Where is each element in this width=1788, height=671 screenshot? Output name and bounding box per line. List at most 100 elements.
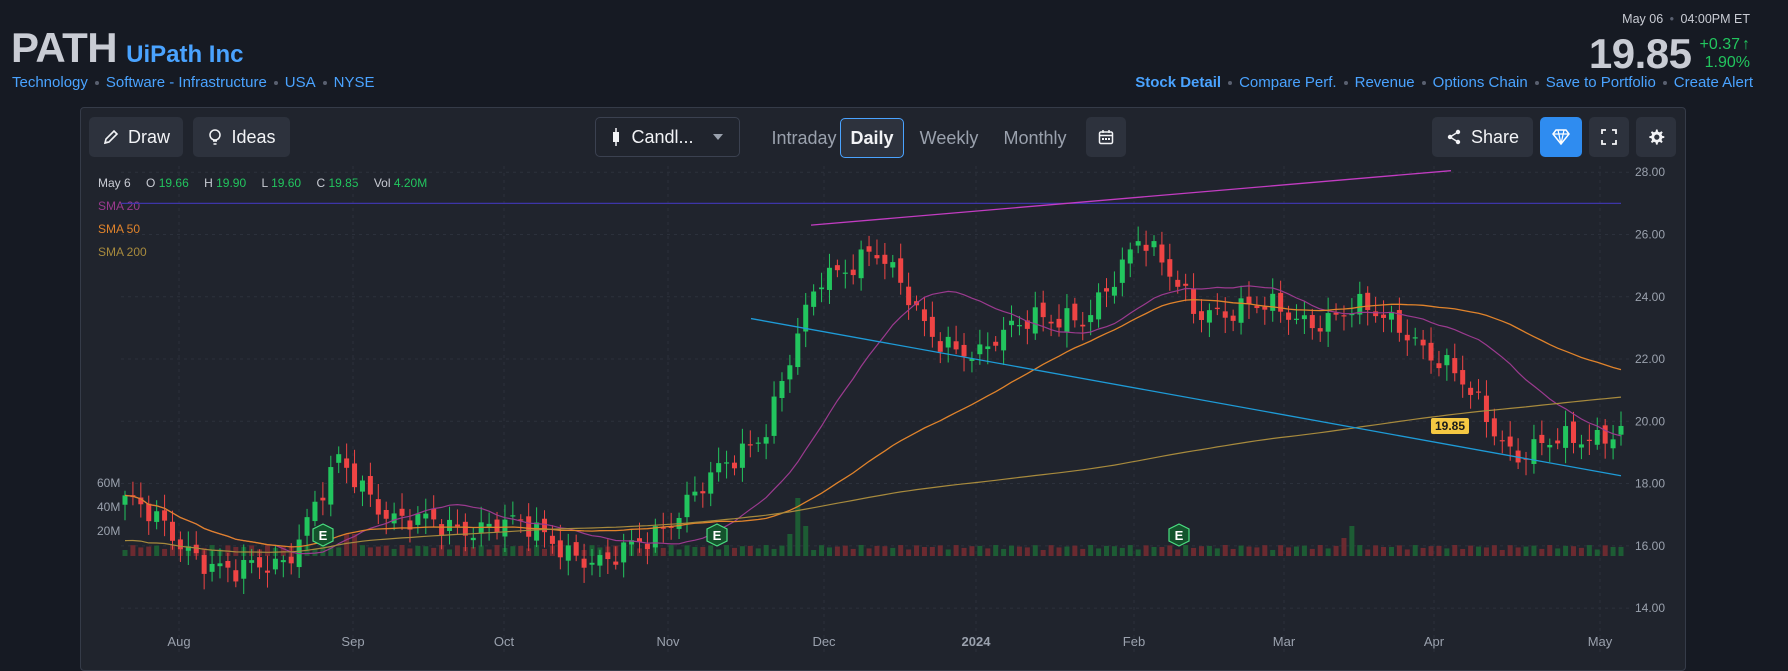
candle-body (929, 316, 935, 337)
candle-body (811, 291, 817, 307)
legend-sma50[interactable]: SMA 50 (98, 222, 141, 236)
volume-bar (264, 545, 270, 556)
period-intraday[interactable]: Intraday (771, 127, 837, 148)
candle-body (280, 560, 286, 563)
candle-body (1262, 306, 1268, 310)
elite-button[interactable] (1540, 117, 1582, 157)
nav-separator (1228, 80, 1233, 85)
candle-body (985, 346, 991, 350)
volume-bar (985, 548, 991, 556)
nav-save-to-portfolio[interactable]: Save to Portfolio (1545, 74, 1656, 91)
volume-bar (1349, 526, 1355, 556)
volume-bar (162, 548, 168, 556)
candle-body (1270, 293, 1276, 311)
settings-button[interactable] (1636, 117, 1676, 157)
candle-body (209, 563, 215, 572)
breadcrumb-country[interactable]: USA (284, 74, 316, 91)
nav-separator (1421, 80, 1426, 85)
ideas-button[interactable]: Ideas (193, 117, 290, 157)
candle-body (747, 444, 753, 446)
volume-bar (1547, 545, 1553, 556)
sma50-line (124, 299, 1622, 548)
volume-bar (1270, 549, 1276, 556)
candle-body (795, 333, 801, 368)
candle-body (454, 524, 460, 527)
draw-button[interactable]: Draw (89, 117, 183, 157)
candle-body (1293, 318, 1299, 320)
company-name-link[interactable]: UiPath Inc (126, 41, 244, 68)
nav-create-alert[interactable]: Create Alert (1673, 74, 1753, 91)
volume-bar (1175, 549, 1181, 556)
volume-bar (1436, 545, 1442, 556)
x-tick-label: May (1588, 634, 1613, 649)
candle-body (1563, 426, 1569, 448)
nav-options-chain[interactable]: Options Chain (1432, 74, 1528, 91)
period-monthly[interactable]: Monthly (1003, 127, 1067, 148)
fullscreen-button[interactable] (1589, 117, 1629, 157)
candle-body (1357, 293, 1363, 315)
candle-body (708, 472, 714, 494)
volume-bar (494, 545, 500, 556)
volume-bar (1460, 548, 1466, 556)
candle-body (573, 542, 579, 556)
legend-close-label: C (316, 176, 326, 190)
candle-body (169, 521, 175, 541)
breadcrumb-separator (273, 80, 278, 85)
volume-bar (154, 545, 160, 556)
nav-separator (1343, 80, 1348, 85)
sma200-line (124, 396, 1622, 553)
candle-body (660, 527, 666, 529)
candle-body (993, 341, 999, 346)
candle-body (1333, 312, 1339, 315)
nav-stock-detail[interactable]: Stock Detail (1135, 74, 1222, 91)
candle-body (320, 497, 326, 501)
candle-body (1602, 425, 1608, 444)
change-absolute: +0.37 (1699, 36, 1740, 53)
volume-bar (383, 545, 389, 556)
candle-body (1444, 355, 1450, 366)
y-tick-label: 14.00 (1635, 601, 1665, 615)
volume-bar (1452, 545, 1458, 556)
volume-bar (1301, 545, 1307, 556)
volume-bar (138, 547, 144, 556)
volume-bar (1119, 547, 1125, 556)
candle-body (193, 544, 199, 554)
volume-bar (811, 549, 817, 556)
last-price-tag (1431, 417, 1469, 434)
candle-body (866, 246, 872, 252)
breadcrumb-industry[interactable]: Software - Infrastructure (105, 74, 267, 91)
candle-body (1080, 324, 1086, 327)
candle-body (1064, 308, 1070, 333)
breadcrumb-exchange[interactable]: NYSE (333, 74, 375, 91)
nav-compare-perf[interactable]: Compare Perf. (1239, 74, 1337, 91)
candle-body (605, 552, 611, 560)
volume-bar (1444, 548, 1450, 556)
candle-body (834, 265, 840, 271)
chart-type-select[interactable]: Candl... (595, 117, 740, 157)
volume-bar (1072, 545, 1078, 556)
candle-body (344, 458, 350, 468)
candle-body (1578, 444, 1584, 448)
volume-bar (866, 548, 872, 556)
volume-bar (478, 545, 484, 556)
breadcrumb-sector[interactable]: Technology (12, 74, 88, 91)
legend-open-value: 19.66 (158, 176, 189, 190)
candle-body (945, 336, 951, 348)
x-tick-label: Feb (1123, 634, 1145, 649)
period-weekly[interactable]: Weekly (919, 127, 979, 148)
period-daily[interactable]: Daily (840, 118, 904, 158)
volume-bar (787, 534, 793, 556)
candle-body (629, 540, 635, 545)
legend-sma20[interactable]: SMA 20 (98, 199, 141, 213)
share-button[interactable]: Share (1432, 117, 1533, 157)
nav-revenue[interactable]: Revenue (1354, 74, 1415, 91)
date-range-button[interactable] (1086, 117, 1126, 157)
price-chart[interactable]: 28.00 26.00 24.00 22.00 20.00 18.00 16.00 14.00… (81, 108, 1685, 668)
candle-body (1468, 387, 1474, 395)
candle-body (462, 521, 468, 536)
volume-bar (692, 546, 698, 556)
candle-body (1412, 337, 1418, 339)
volume-bar (1016, 546, 1022, 556)
legend-sma200[interactable]: SMA 200 (98, 245, 147, 259)
candle-body (217, 563, 223, 567)
